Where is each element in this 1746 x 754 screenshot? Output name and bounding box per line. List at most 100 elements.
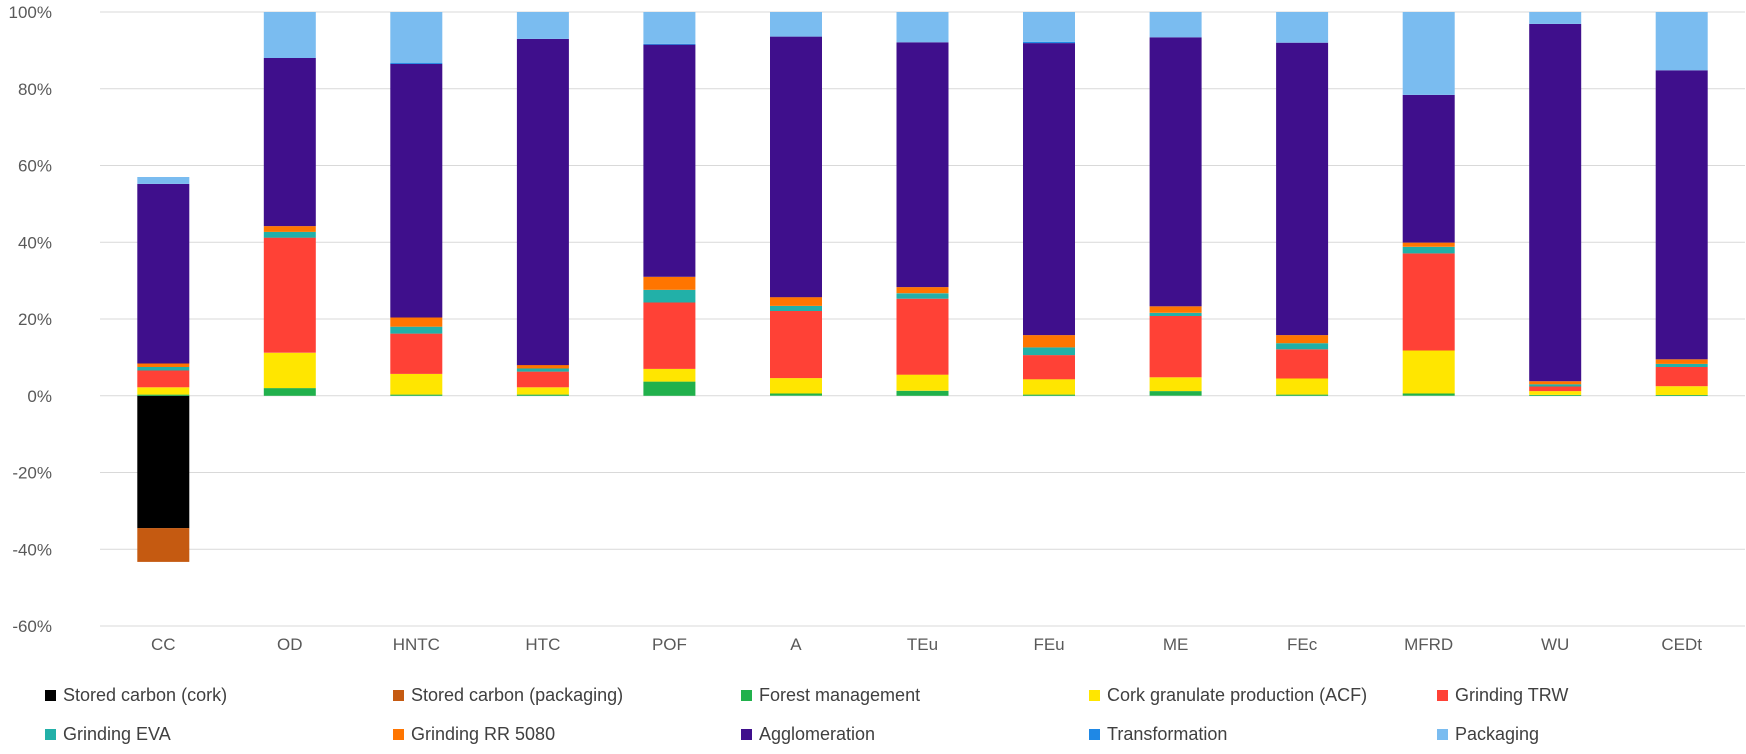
bar-segment bbox=[1529, 23, 1582, 382]
bar-segment bbox=[1402, 393, 1455, 396]
bar-segment bbox=[770, 297, 822, 306]
bar-segment bbox=[516, 368, 569, 372]
bar-segment bbox=[137, 177, 190, 184]
legend-item: Agglomeration bbox=[741, 724, 875, 744]
legend-swatch bbox=[45, 690, 56, 701]
bar-segment bbox=[1276, 394, 1329, 396]
y-tick-label: -20% bbox=[12, 464, 52, 483]
legend-label: Forest management bbox=[759, 685, 920, 705]
legend-swatch bbox=[1437, 690, 1448, 701]
bar-segment bbox=[643, 12, 696, 44]
bar-segment bbox=[1655, 363, 1708, 367]
bar-segment bbox=[1529, 391, 1582, 395]
y-tick-label: -60% bbox=[12, 617, 52, 636]
bar-segment bbox=[1023, 355, 1075, 380]
bar-segment bbox=[1149, 312, 1202, 316]
legend-label: Stored carbon (packaging) bbox=[411, 685, 623, 705]
x-tick-label: POF bbox=[652, 635, 687, 654]
bar-segment bbox=[516, 12, 569, 39]
bar-segment bbox=[1276, 12, 1329, 43]
legend-label: Packaging bbox=[1455, 724, 1539, 744]
bar-segment bbox=[896, 374, 949, 391]
legend-label: Agglomeration bbox=[759, 724, 875, 744]
bar-segment bbox=[896, 293, 949, 299]
bars bbox=[137, 12, 1708, 562]
legend-swatch bbox=[1437, 729, 1448, 740]
bar-segment bbox=[1402, 12, 1455, 95]
bar-segment bbox=[643, 44, 696, 277]
bar-segment bbox=[896, 287, 949, 294]
legend-item: Stored carbon (cork) bbox=[45, 685, 227, 705]
bar-segment bbox=[1655, 367, 1708, 387]
y-tick-label: 20% bbox=[18, 310, 52, 329]
legend: Stored carbon (cork) Stored carbon (packa… bbox=[45, 685, 1568, 744]
bar-segment bbox=[263, 388, 316, 396]
bar-segment bbox=[1149, 37, 1202, 307]
bar-segment bbox=[390, 62, 443, 64]
bar-segment bbox=[1402, 350, 1455, 394]
bar-segment bbox=[137, 395, 190, 529]
x-tick-label: CEDt bbox=[1661, 635, 1702, 654]
y-tick-label: -40% bbox=[12, 540, 52, 559]
y-tick-label: 80% bbox=[18, 80, 52, 99]
bar-segment bbox=[390, 333, 443, 374]
bar-segment bbox=[1149, 12, 1202, 38]
bar-segment bbox=[263, 237, 316, 353]
bar-segment bbox=[643, 276, 696, 290]
bar-segment bbox=[1149, 306, 1202, 313]
y-axis: 100% 80% 60% 40% 20% 0% -20% -40% -60% bbox=[9, 3, 52, 636]
bar-segment bbox=[1023, 347, 1075, 356]
bar-segment bbox=[137, 367, 190, 371]
bar-segment bbox=[1023, 41, 1075, 44]
bar-segment bbox=[770, 378, 822, 394]
bar-segment bbox=[1655, 395, 1708, 396]
legend-item: Grinding RR 5080 bbox=[393, 724, 555, 744]
bar-segment bbox=[896, 390, 949, 396]
bar-segment bbox=[1529, 395, 1582, 396]
bar-segment bbox=[1402, 242, 1455, 247]
x-tick-label: HNTC bbox=[393, 635, 440, 654]
bar-segment bbox=[1023, 12, 1075, 42]
legend-item: Cork granulate production (ACF) bbox=[1089, 685, 1367, 705]
bar-segment bbox=[770, 36, 822, 298]
bar-segment bbox=[1655, 359, 1708, 364]
bar-segment bbox=[1276, 343, 1329, 350]
bar-segment bbox=[770, 306, 822, 311]
bar-segment bbox=[1529, 384, 1582, 387]
bar-segment bbox=[1276, 42, 1329, 336]
legend-swatch bbox=[393, 729, 404, 740]
bar-segment bbox=[263, 352, 316, 389]
legend-item: Forest management bbox=[741, 685, 920, 705]
bar-segment bbox=[1402, 246, 1455, 254]
x-tick-label: A bbox=[790, 635, 802, 654]
bar-segment bbox=[1023, 379, 1075, 395]
bar-segment bbox=[390, 63, 443, 318]
bar-segment bbox=[137, 528, 190, 562]
bar-segment bbox=[263, 58, 316, 227]
bar-segment bbox=[643, 289, 696, 303]
x-tick-label: WU bbox=[1541, 635, 1569, 654]
bar-segment bbox=[1529, 381, 1582, 385]
bar-segment bbox=[770, 393, 822, 396]
x-tick-label: FEu bbox=[1033, 635, 1064, 654]
x-tick-label: FEc bbox=[1287, 635, 1318, 654]
legend-swatch bbox=[393, 690, 404, 701]
bar-segment bbox=[770, 310, 822, 379]
bar-segment bbox=[1276, 378, 1329, 395]
bar-segment bbox=[516, 38, 569, 366]
legend-label: Transformation bbox=[1107, 724, 1227, 744]
legend-label: Grinding RR 5080 bbox=[411, 724, 555, 744]
bar-segment bbox=[137, 370, 190, 388]
legend-item: Grinding EVA bbox=[45, 724, 171, 744]
bar-segment bbox=[390, 317, 443, 327]
y-tick-label: 40% bbox=[18, 233, 52, 252]
bar-segment bbox=[1149, 377, 1202, 392]
bar-segment bbox=[1655, 70, 1708, 360]
bar-segment bbox=[1276, 349, 1329, 379]
legend-label: Grinding TRW bbox=[1455, 685, 1568, 705]
bar-segment bbox=[263, 12, 316, 58]
bar-segment bbox=[896, 12, 949, 43]
bar-segment bbox=[1023, 394, 1075, 396]
x-tick-label: ME bbox=[1163, 635, 1189, 654]
